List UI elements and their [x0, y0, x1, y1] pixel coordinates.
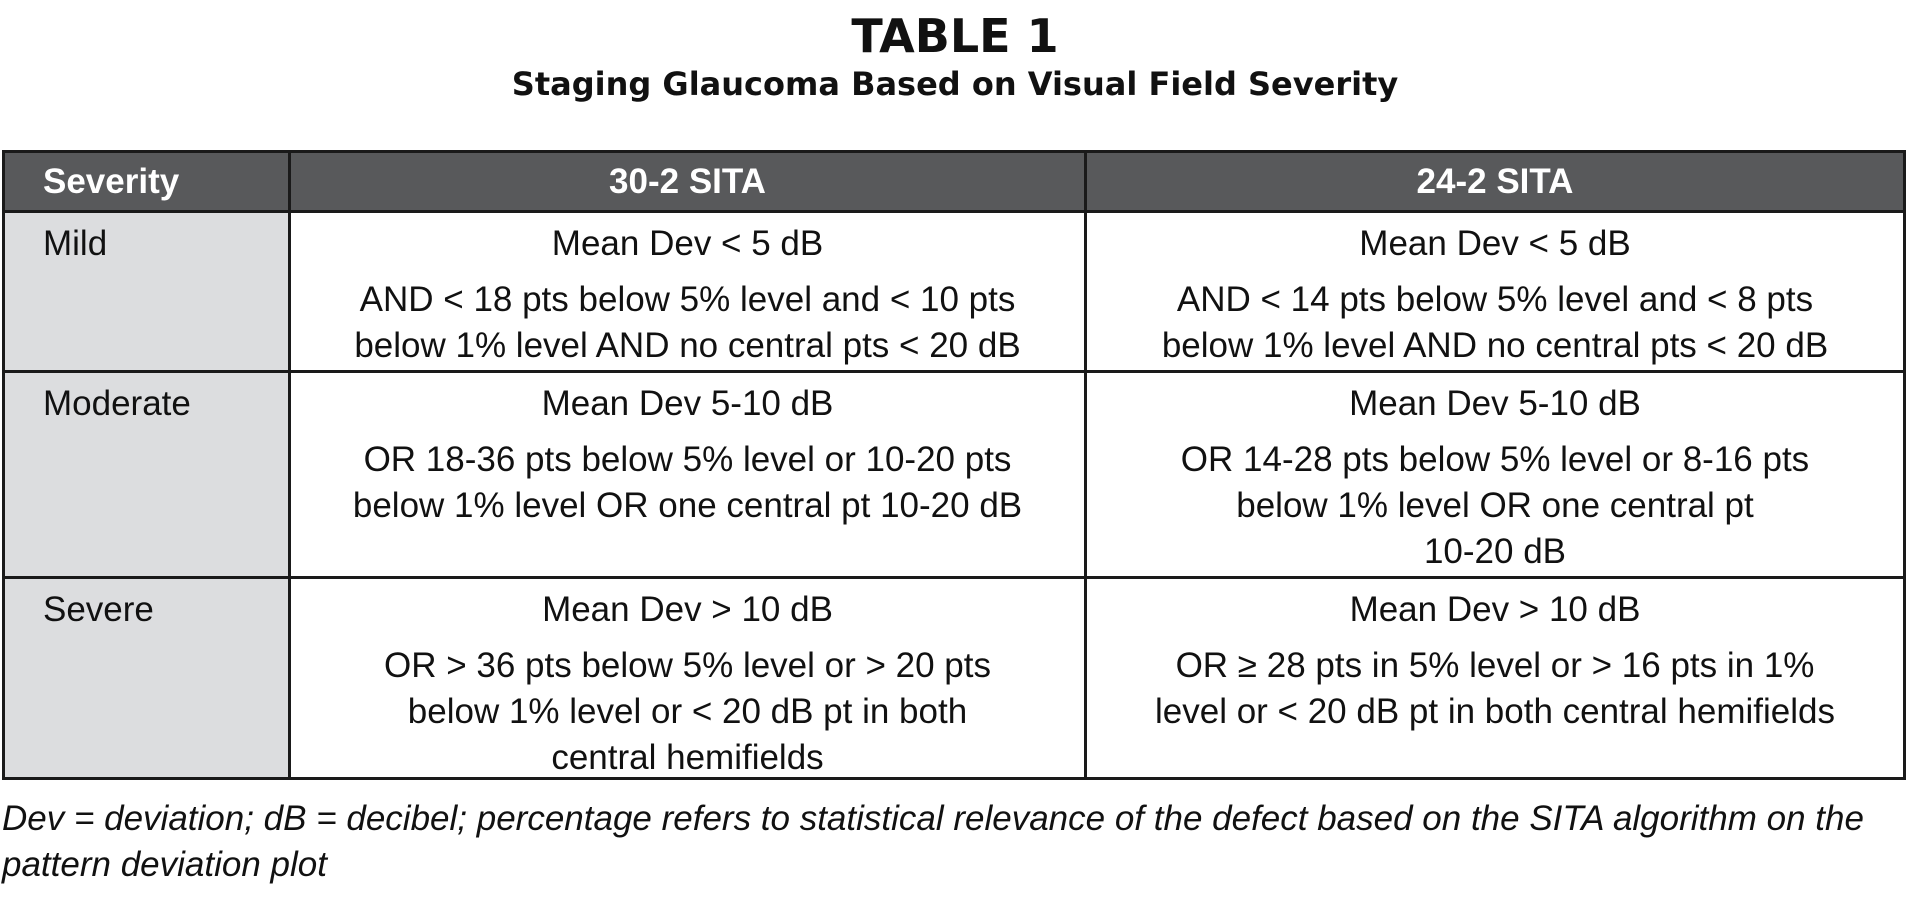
criteria-text: OR ≥ 28 pts in 5% level or > 16 pts in 1…: [1155, 646, 1835, 731]
cell-24-2-moderate: Mean Dev 5-10 dB OR 14-28 pts below 5% l…: [1087, 373, 1903, 576]
cell-24-2-mild: Mean Dev < 5 dB AND < 14 pts below 5% le…: [1087, 213, 1903, 370]
mean-deviation-text: Mean Dev 5-10 dB: [1349, 384, 1641, 423]
mean-deviation-text: Mean Dev > 10 dB: [1349, 590, 1641, 629]
table-header-row: Severity 30-2 SITA 24-2 SITA: [5, 153, 1903, 213]
table-subtitle: Staging Glaucoma Based on Visual Field S…: [511, 65, 1399, 103]
criteria-text: OR > 36 pts below 5% level or > 20 pts b…: [384, 646, 991, 777]
severity-label: Moderate: [5, 373, 291, 576]
cell-30-2-mild: Mean Dev < 5 dB AND < 18 pts below 5% le…: [291, 213, 1087, 370]
table-row-severe: Severe Mean Dev > 10 dB OR > 36 pts belo…: [5, 579, 1903, 777]
header-30-2-sita: 30-2 SITA: [291, 153, 1087, 210]
cell-30-2-moderate: Mean Dev 5-10 dB OR 18-36 pts below 5% l…: [291, 373, 1087, 576]
criteria-text: AND < 14 pts below 5% level and < 8 pts …: [1161, 280, 1829, 365]
mean-deviation-text: Mean Dev > 10 dB: [542, 590, 833, 629]
mean-deviation-text: Mean Dev < 5 dB: [551, 224, 824, 263]
table-row-moderate: Moderate Mean Dev 5-10 dB OR 18-36 pts b…: [5, 373, 1903, 579]
criteria-text: OR 18-36 pts below 5% level or 10-20 pts…: [352, 440, 1023, 525]
mean-deviation-text: Mean Dev < 5 dB: [1359, 224, 1631, 263]
cell-24-2-severe: Mean Dev > 10 dB OR ≥ 28 pts in 5% level…: [1087, 579, 1903, 777]
severity-label: Mild: [5, 213, 291, 370]
header-24-2-sita: 24-2 SITA: [1416, 162, 1574, 201]
mean-deviation-text: Mean Dev 5-10 dB: [541, 384, 834, 423]
table-row-mild: Mild Mean Dev < 5 dB AND < 18 pts below …: [5, 213, 1903, 373]
criteria-text: OR 14-28 pts below 5% level or 8-16 pts …: [1180, 440, 1810, 571]
cell-30-2-severe: Mean Dev > 10 dB OR > 36 pts below 5% le…: [291, 579, 1087, 777]
severity-label: Severe: [5, 579, 291, 777]
table-title: TABLE 1: [851, 9, 1059, 63]
severity-table: Severity 30-2 SITA 24-2 SITA Mild Mean D…: [2, 150, 1906, 780]
table-footnote: Dev = deviation; dB = decibel; percentag…: [2, 799, 1864, 884]
criteria-text: AND < 18 pts below 5% level and < 10 pts…: [354, 280, 1021, 365]
header-severity: Severity: [5, 153, 291, 210]
